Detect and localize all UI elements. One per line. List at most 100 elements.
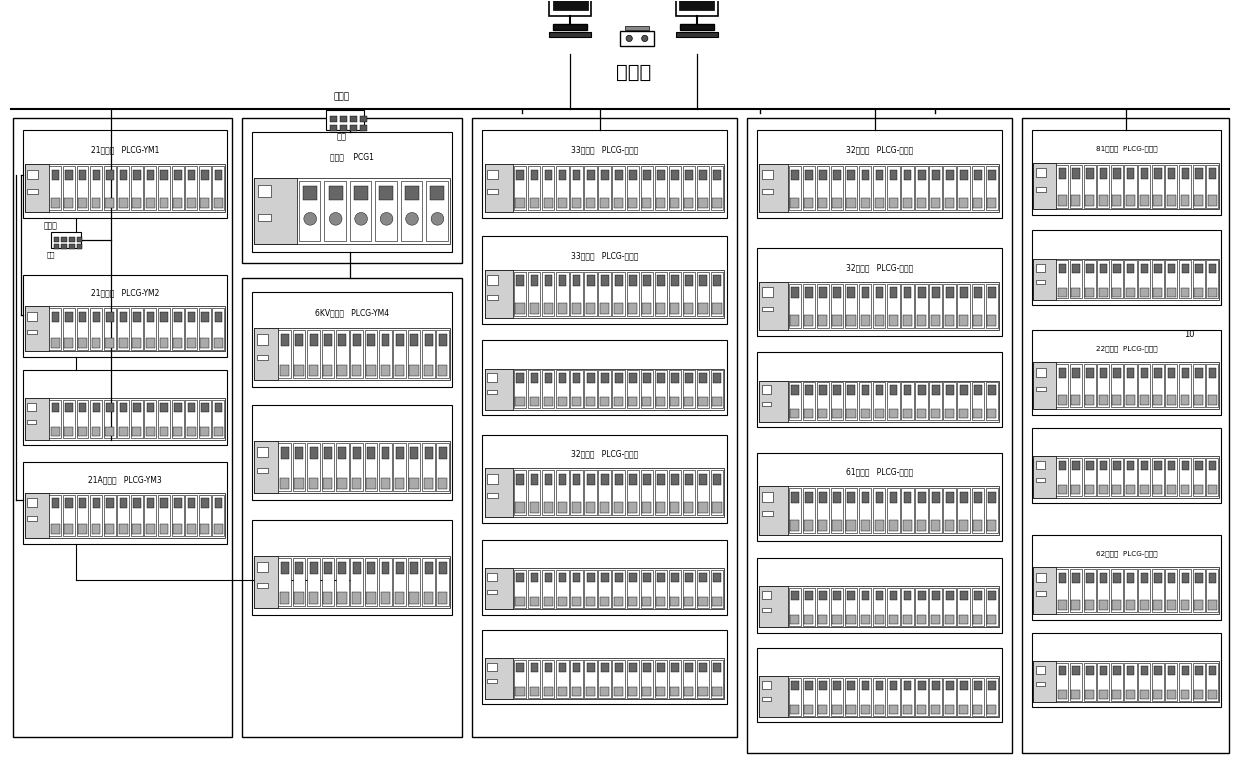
Bar bbox=[350, 330, 363, 378]
Bar bbox=[686, 663, 693, 672]
Bar bbox=[655, 570, 667, 608]
Bar bbox=[671, 502, 680, 513]
Bar bbox=[157, 308, 170, 350]
Bar bbox=[944, 166, 956, 211]
Bar bbox=[986, 382, 998, 420]
Bar bbox=[615, 573, 622, 582]
Bar bbox=[1141, 368, 1148, 378]
Bar bbox=[243, 278, 463, 737]
Bar bbox=[790, 615, 800, 624]
Bar bbox=[1125, 569, 1137, 611]
Bar bbox=[549, 32, 591, 37]
Bar bbox=[573, 663, 580, 672]
Bar bbox=[107, 403, 114, 413]
Bar bbox=[959, 315, 968, 326]
Bar bbox=[975, 169, 982, 180]
Bar bbox=[641, 272, 653, 316]
Bar bbox=[600, 197, 609, 208]
Bar bbox=[1153, 600, 1162, 610]
Bar bbox=[1097, 569, 1110, 611]
Bar bbox=[713, 197, 722, 208]
Bar bbox=[698, 197, 708, 208]
Bar bbox=[376, 181, 397, 241]
Bar bbox=[763, 402, 771, 406]
Bar bbox=[171, 495, 184, 536]
Bar bbox=[201, 403, 208, 413]
Bar bbox=[699, 276, 707, 286]
Bar bbox=[789, 284, 801, 328]
Bar bbox=[487, 493, 498, 498]
Bar bbox=[1112, 600, 1121, 610]
Bar bbox=[1085, 195, 1094, 206]
Bar bbox=[133, 169, 141, 180]
Bar bbox=[1194, 690, 1203, 699]
Bar bbox=[1100, 462, 1107, 470]
Bar bbox=[657, 276, 665, 286]
Bar bbox=[63, 495, 74, 536]
Bar bbox=[918, 287, 925, 298]
Bar bbox=[107, 312, 114, 322]
Bar bbox=[1100, 666, 1107, 675]
Bar bbox=[1112, 287, 1121, 297]
Bar bbox=[516, 687, 525, 696]
Bar bbox=[360, 117, 367, 123]
Bar bbox=[1035, 263, 1045, 272]
Bar bbox=[133, 524, 141, 535]
Bar bbox=[436, 558, 449, 606]
Bar bbox=[212, 400, 224, 438]
Bar bbox=[833, 169, 841, 180]
Bar bbox=[379, 330, 392, 378]
Bar bbox=[1032, 230, 1221, 305]
Bar bbox=[1141, 666, 1148, 675]
Bar bbox=[889, 705, 898, 714]
Bar bbox=[1195, 263, 1203, 273]
Bar bbox=[91, 308, 102, 350]
Bar bbox=[642, 304, 651, 314]
Bar bbox=[146, 427, 155, 437]
Bar bbox=[120, 403, 128, 413]
Bar bbox=[485, 469, 513, 517]
Bar bbox=[50, 166, 61, 211]
Bar bbox=[861, 197, 869, 208]
Bar bbox=[831, 382, 843, 420]
Bar bbox=[916, 315, 926, 326]
Bar bbox=[254, 178, 298, 244]
Bar bbox=[626, 470, 639, 514]
Bar bbox=[1207, 569, 1219, 611]
Bar bbox=[847, 591, 856, 600]
Bar bbox=[614, 597, 624, 606]
Bar bbox=[254, 441, 450, 493]
Bar bbox=[1084, 260, 1096, 298]
Bar bbox=[1033, 567, 1219, 614]
Bar bbox=[671, 573, 680, 582]
Bar bbox=[615, 663, 622, 672]
Bar bbox=[698, 687, 708, 696]
Bar bbox=[1179, 663, 1192, 701]
Bar bbox=[187, 524, 196, 535]
Bar bbox=[763, 169, 773, 179]
Bar bbox=[27, 189, 38, 193]
Bar bbox=[1168, 263, 1176, 273]
Bar bbox=[485, 568, 724, 609]
Bar bbox=[859, 678, 872, 716]
Bar bbox=[957, 488, 970, 533]
Bar bbox=[818, 520, 827, 531]
Bar bbox=[366, 478, 376, 489]
Bar bbox=[629, 374, 637, 382]
Bar bbox=[572, 597, 580, 606]
Bar bbox=[517, 169, 525, 180]
Bar bbox=[144, 495, 156, 536]
Bar bbox=[279, 330, 291, 378]
Bar bbox=[903, 315, 911, 326]
Bar bbox=[324, 334, 332, 346]
Bar bbox=[52, 403, 60, 413]
Bar bbox=[671, 397, 680, 406]
Bar bbox=[627, 687, 637, 696]
Bar bbox=[861, 520, 869, 531]
Bar bbox=[482, 629, 727, 705]
Bar bbox=[146, 197, 155, 208]
Bar bbox=[146, 169, 154, 180]
Bar bbox=[542, 470, 554, 514]
Bar bbox=[601, 663, 609, 672]
Bar bbox=[668, 272, 681, 316]
